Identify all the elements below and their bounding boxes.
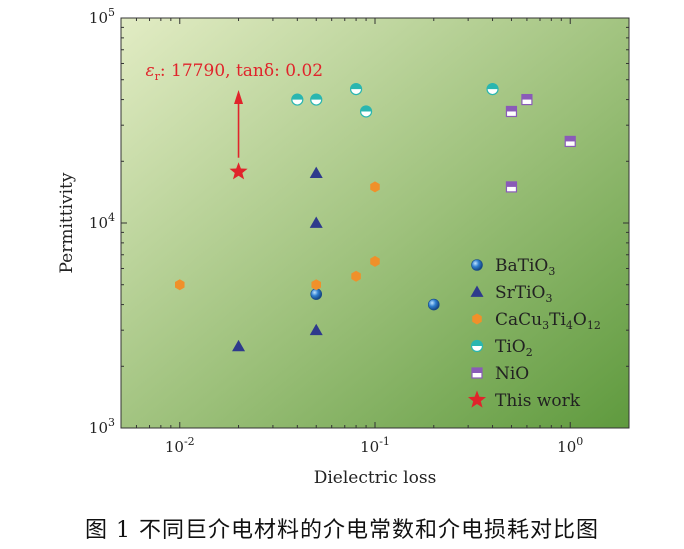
data-point bbox=[505, 105, 518, 118]
legend-marker bbox=[471, 259, 483, 271]
data-point bbox=[311, 279, 321, 291]
y-tick-label: 104 bbox=[89, 211, 115, 232]
data-point bbox=[505, 181, 518, 193]
data-point bbox=[486, 82, 499, 96]
legend-entry: BaTiO3 bbox=[495, 256, 555, 278]
annotation-arrowhead bbox=[234, 90, 244, 104]
data-point bbox=[309, 166, 323, 179]
data-point bbox=[521, 93, 533, 106]
data-point bbox=[370, 181, 380, 193]
legend-marker bbox=[470, 285, 484, 297]
legend-entry: SrTiO3 bbox=[495, 283, 553, 305]
data-point bbox=[175, 279, 185, 291]
x-tick-label: 100 bbox=[557, 435, 583, 456]
data-point bbox=[359, 105, 373, 118]
legend-entry: This work bbox=[495, 391, 581, 411]
x-axis-label: Dielectric loss bbox=[314, 468, 437, 488]
annotation-text: εr: 17790, tanδ: 0.02 bbox=[146, 61, 324, 83]
y-tick-label: 105 bbox=[89, 6, 115, 27]
data-point bbox=[564, 135, 576, 148]
data-point bbox=[310, 288, 323, 300]
data-point bbox=[310, 93, 323, 106]
x-tick-label: 10-2 bbox=[165, 435, 195, 456]
legend-entry: CaCu3Ti4O12 bbox=[495, 310, 601, 332]
data-point bbox=[309, 323, 323, 336]
chart: 10-2 10-1 100 103 104 105 Dielectric loss Per… bbox=[57, 6, 630, 488]
data-points bbox=[175, 82, 576, 352]
data-point bbox=[232, 339, 246, 352]
figure-caption: 图 1 不同巨介电材料的介电常数和介电损耗对比图 bbox=[85, 518, 599, 543]
legend-marker bbox=[467, 390, 487, 408]
y-tick-label: 103 bbox=[89, 416, 115, 437]
legend-marker bbox=[470, 339, 484, 353]
legend-marker bbox=[472, 313, 482, 325]
legend-entry: TiO2 bbox=[495, 337, 533, 359]
data-point bbox=[229, 162, 248, 180]
legend-entry: NiO bbox=[495, 364, 529, 384]
data-point bbox=[291, 93, 304, 106]
data-point bbox=[427, 298, 440, 311]
data-point bbox=[351, 270, 361, 282]
y-axis-label: Permittivity bbox=[57, 172, 77, 273]
legend: BaTiO3 SrTiO3 CaCu3Ti4O12 TiO2 NiO This work bbox=[467, 256, 601, 411]
legend-marker bbox=[471, 367, 483, 379]
x-tick-label: 10-1 bbox=[360, 435, 390, 456]
axis-ticks bbox=[120, 17, 630, 429]
data-point bbox=[309, 216, 323, 228]
annotation: εr: 17790, tanδ: 0.02 bbox=[146, 61, 324, 158]
plot-area bbox=[120, 17, 630, 429]
data-point bbox=[370, 255, 380, 267]
tick-labels: 10-2 10-1 100 103 104 105 bbox=[89, 6, 583, 456]
data-point bbox=[349, 82, 363, 96]
